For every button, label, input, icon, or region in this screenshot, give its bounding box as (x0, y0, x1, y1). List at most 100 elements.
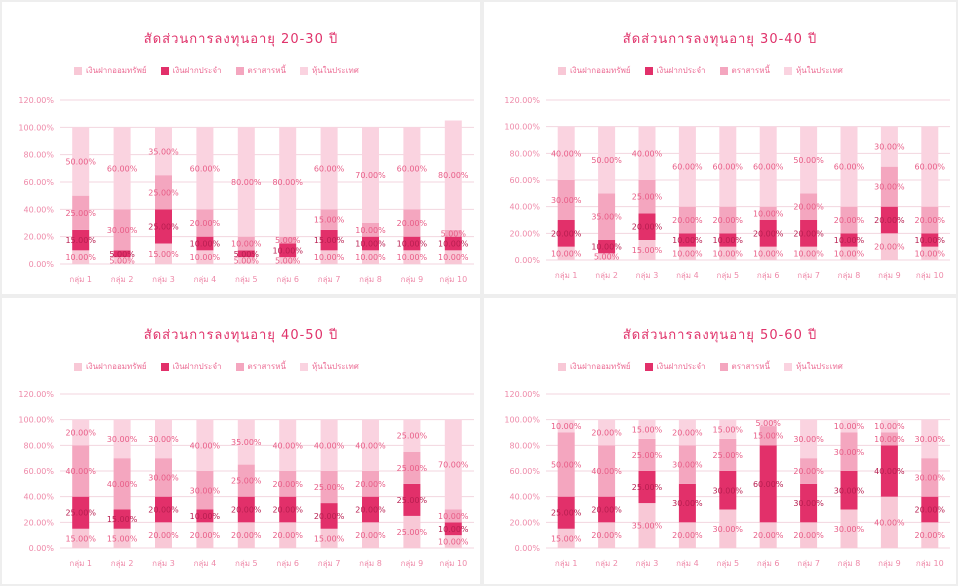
legend-item: เงินฝากออมทรัพย์ (558, 360, 631, 373)
legend-item: เงินฝากประจำ (644, 360, 706, 373)
bar-segment (196, 250, 214, 264)
bar-segment (279, 127, 297, 237)
data-label: 40.00% (65, 467, 96, 476)
data-label: 15.00% (314, 216, 345, 225)
chart-panel-40-50: สัดส่วนการลงทุนอายุ 40-50 ปี เงินฝากออมท… (2, 298, 480, 584)
data-label: 25.00% (397, 528, 428, 537)
data-label: 20.00% (915, 506, 946, 515)
bar-segment (72, 250, 90, 264)
x-tick-label: กลุ่ม 4 (676, 559, 699, 568)
bar-segment (403, 236, 421, 251)
bar-segment (557, 180, 575, 220)
legend-swatch (558, 66, 566, 75)
data-label: 30.00% (915, 435, 946, 444)
x-tick-label: กลุ่ม 9 (878, 271, 901, 280)
bar-segment (638, 126, 656, 180)
bar-segment (237, 236, 255, 251)
data-label: 35.00% (632, 522, 663, 531)
x-tick-label: กลุ่ม 2 (111, 559, 134, 568)
bar-segment (279, 496, 297, 523)
legend-swatch (719, 66, 728, 75)
bar-segment (880, 206, 898, 234)
data-label: 30.00% (713, 525, 744, 534)
data-label: 30.00% (672, 499, 703, 508)
data-label: 10.00% (438, 253, 469, 262)
bar-segment (72, 229, 90, 251)
data-label: 40.00% (190, 441, 221, 450)
data-label: 30.00% (834, 448, 865, 457)
bar-segment (196, 236, 214, 251)
bar-segment (444, 120, 462, 230)
bar-segment (921, 458, 939, 497)
data-label: 15.00% (551, 534, 582, 543)
bar-segment (800, 458, 818, 484)
bar-segment (72, 195, 90, 230)
bar-segment (880, 445, 898, 497)
bar-segment (403, 451, 421, 484)
x-tick-label: กลุ่ม 9 (878, 559, 901, 568)
bar-segment (155, 175, 172, 210)
bar-segment (880, 166, 898, 207)
data-label: 30.00% (793, 435, 824, 444)
data-label: 60.00% (107, 164, 138, 173)
data-label: 5.00% (594, 253, 620, 262)
bar-segment (444, 419, 462, 510)
data-label: 5.00% (275, 257, 301, 266)
data-label: 10.00% (355, 226, 386, 235)
x-tick-label: กลุ่ม 5 (235, 275, 258, 284)
data-label: 20.00% (272, 506, 303, 515)
bar-segment (598, 496, 616, 523)
data-label: 40.00% (874, 518, 905, 527)
x-tick-label: กลุ่ม 10 (439, 275, 467, 284)
bar-segment (320, 127, 338, 210)
legend-label: หุ้นในประเทศ (311, 66, 359, 75)
bar-segment (719, 438, 737, 471)
x-tick-label: กลุ่ม 1 (69, 275, 92, 284)
bar-segment (800, 522, 818, 548)
chart-title: สัดส่วนการลงทุนอายุ 40-50 ปี (143, 328, 339, 343)
bar-segment (362, 127, 379, 223)
y-tick-label: 20.00% (23, 233, 54, 242)
bar-segment (880, 496, 898, 548)
data-label: 20.00% (148, 506, 179, 515)
bar-segment (196, 127, 214, 210)
data-label: 25.00% (314, 483, 345, 492)
stacked-bar-chart: 0.00% 20.00% 40.00% 60.00% 80.00% 100.00% 120.… (504, 96, 950, 280)
bar-segment (113, 528, 131, 548)
data-label: 80.00% (231, 178, 262, 187)
bar-segment (113, 419, 131, 459)
legend-swatch (160, 66, 169, 75)
legend-label: หุ้นในประเทศ (795, 66, 843, 75)
bar-segment (557, 220, 575, 247)
data-label: 30.00% (672, 461, 703, 470)
x-tick-label: กลุ่ม 8 (838, 271, 861, 280)
data-label: 60.00% (190, 164, 221, 173)
data-label: 10.00% (834, 236, 865, 245)
bar-segment (759, 206, 777, 220)
y-tick-label: 120.00% (18, 390, 54, 399)
data-label: 50.00% (793, 156, 824, 165)
data-label: 20.00% (551, 229, 582, 238)
data-label: 60.00% (314, 164, 345, 173)
bar-segment (196, 509, 214, 523)
legend-item: เงินฝากออมทรัพย์ (558, 64, 631, 77)
legend-swatch (235, 362, 244, 371)
bar-segment (638, 180, 656, 214)
data-label: 10.00% (874, 435, 905, 444)
x-tick-label: กลุ่ม 7 (318, 559, 341, 568)
data-label: 70.00% (438, 461, 469, 470)
data-label: 5.00% (234, 257, 260, 266)
x-tick-label: กลุ่ม 3 (636, 559, 659, 568)
data-label: 30.00% (148, 473, 179, 482)
legend-label: เงินฝากออมทรัพย์ (86, 362, 147, 371)
bar-segment (320, 209, 338, 230)
y-tick-label: 0.00% (29, 544, 55, 553)
y-tick-label: 120.00% (18, 96, 54, 105)
x-tick-label: กลุ่ม 7 (318, 275, 341, 284)
data-label: 30.00% (874, 183, 905, 192)
legend-item: เงินฝากประจำ (160, 64, 222, 77)
bar-segment (444, 522, 462, 536)
data-label: 30.00% (915, 473, 946, 482)
bar-segment (196, 419, 214, 471)
bar-segment (719, 509, 737, 548)
